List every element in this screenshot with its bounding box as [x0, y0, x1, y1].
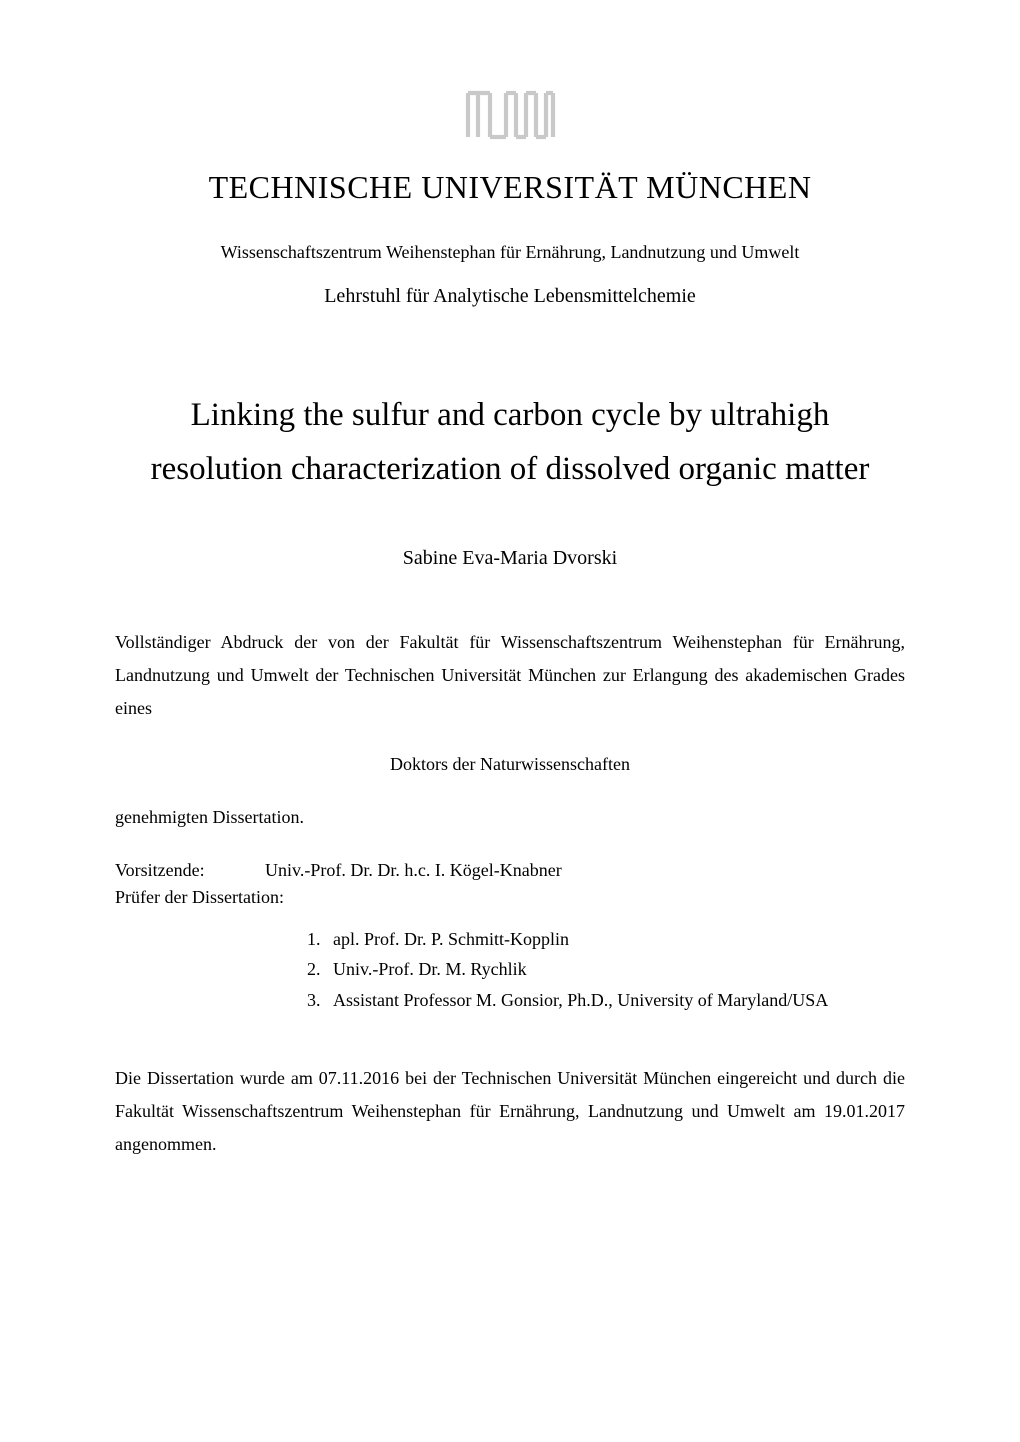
tum-logo-icon — [463, 90, 558, 145]
examiner-item: Univ.-Prof. Dr. M. Rychlik — [325, 954, 905, 985]
examiner-item: Assistant Professor M. Gonsior, Ph.D., U… — [325, 985, 905, 1016]
committee-chair-label: Vorsitzende: — [115, 860, 265, 881]
title-line-2: resolution characterization of dissolved… — [151, 451, 870, 487]
institution-name: TECHNISCHE UNIVERSITÄT MÜNCHEN — [115, 169, 905, 206]
examiner-list: apl. Prof. Dr. P. Schmitt-Kopplin Univ.-… — [115, 924, 905, 1016]
examiner-label: Prüfer der Dissertation: — [115, 887, 905, 908]
author-name: Sabine Eva-Maria Dvorski — [115, 547, 905, 570]
title-line-1: Linking the sulfur and carbon cycle by u… — [191, 397, 830, 433]
chair-name: Lehrstuhl für Analytische Lebensmittelch… — [115, 285, 905, 308]
committee-chair-row: Vorsitzende: Univ.-Prof. Dr. Dr. h.c. I.… — [115, 860, 905, 881]
closing-paragraph: Die Dissertation wurde am 07.11.2016 bei… — [115, 1062, 905, 1162]
logo-container — [115, 90, 905, 145]
intro-paragraph: Vollständiger Abdruck der von der Fakult… — [115, 626, 905, 726]
degree-line: Doktors der Naturwissenschaften — [115, 754, 905, 775]
dissertation-title: Linking the sulfur and carbon cycle by u… — [115, 388, 905, 497]
examiner-item: apl. Prof. Dr. P. Schmitt-Kopplin — [325, 924, 905, 955]
committee-chair-person: Univ.-Prof. Dr. Dr. h.c. I. Kögel-Knabne… — [265, 860, 562, 881]
approved-line: genehmigten Dissertation. — [115, 807, 905, 828]
faculty-name: Wissenschaftszentrum Weihenstephan für E… — [115, 242, 905, 263]
